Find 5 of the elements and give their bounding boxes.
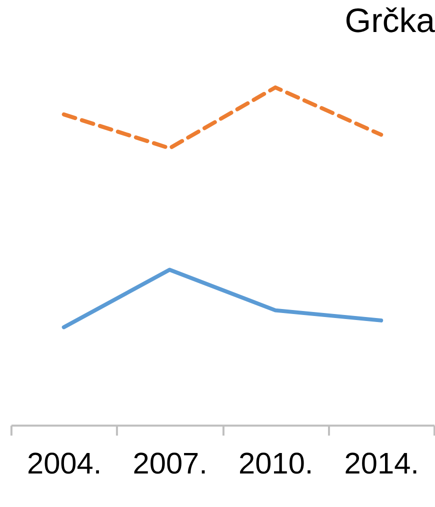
- x-tick-label: 2004.: [26, 447, 102, 480]
- x-tick-label: 2014.: [344, 447, 419, 480]
- x-tick-label: 2010.: [238, 447, 314, 480]
- x-tick-label: 2007.: [132, 447, 208, 480]
- chart-title: Grčka: [344, 2, 435, 40]
